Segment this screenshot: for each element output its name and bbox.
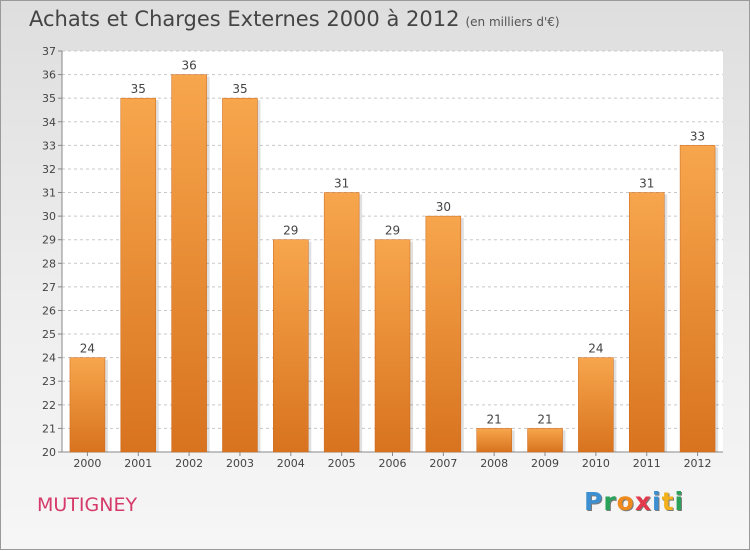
bar	[273, 239, 309, 453]
logo-letter: r	[603, 487, 617, 516]
x-tick-label: 2001	[124, 457, 152, 470]
bar-value-label: 31	[639, 177, 654, 191]
bar-value-label: 35	[232, 82, 247, 96]
y-tick-label: 20	[42, 446, 56, 459]
proxiti-logo: Proxiti	[584, 487, 684, 516]
bar	[69, 357, 106, 453]
y-tick-label: 29	[42, 234, 56, 247]
y-tick-label: 30	[42, 210, 56, 223]
y-tick-label: 28	[42, 257, 56, 270]
bar	[171, 74, 207, 453]
bar-value-label: 35	[131, 82, 146, 96]
y-tick-label: 36	[42, 69, 56, 82]
bar	[222, 97, 258, 453]
x-tick-label: 2010	[582, 457, 610, 470]
y-tick-label: 34	[42, 116, 56, 129]
x-tick-label: 2009	[531, 457, 559, 470]
x-tick-label: 2011	[633, 457, 661, 470]
y-tick-label: 35	[42, 92, 56, 105]
x-tick-label: 2000	[73, 457, 101, 470]
x-tick-label: 2005	[328, 457, 356, 470]
bar	[628, 192, 665, 453]
y-tick-label: 26	[42, 304, 56, 317]
bar	[120, 97, 157, 453]
y-tick-label: 31	[42, 187, 56, 200]
logo-letter: o	[616, 487, 635, 516]
y-tick-label: 22	[42, 399, 56, 412]
bar	[679, 145, 716, 453]
bar-value-label: 29	[283, 224, 298, 238]
logo-letter: t	[661, 487, 675, 516]
bar-value-label: 30	[436, 200, 451, 214]
x-tick-label: 2008	[480, 457, 508, 470]
logo-letter: P	[584, 487, 604, 516]
bar	[476, 428, 512, 453]
bar-value-label: 21	[537, 412, 552, 426]
x-tick-label: 2006	[379, 457, 407, 470]
x-tick-label: 2002	[175, 457, 203, 470]
logo-letter: i	[652, 487, 662, 516]
logo-letter: i	[674, 487, 685, 516]
bar	[323, 192, 360, 453]
bar	[425, 215, 462, 453]
y-tick-label: 25	[42, 328, 56, 341]
city-name: MUTIGNEY	[37, 494, 138, 516]
y-tick-label: 27	[42, 281, 56, 294]
bar	[527, 428, 563, 453]
bar-value-label: 24	[588, 342, 603, 356]
bar-value-label: 21	[487, 412, 502, 426]
bar	[578, 357, 614, 453]
bar-value-label: 31	[334, 177, 349, 191]
y-tick-label: 23	[42, 375, 56, 388]
chart-title-text: Achats et Charges Externes 2000 à 2012	[29, 7, 460, 31]
logo-letter: x	[634, 487, 652, 516]
bar	[374, 239, 411, 453]
x-tick-label: 2007	[429, 457, 457, 470]
y-tick-label: 33	[42, 139, 56, 152]
x-tick-label: 2012	[684, 457, 712, 470]
y-tick-label: 21	[42, 422, 56, 435]
chart-title: Achats et Charges Externes 2000 à 2012 (e…	[29, 7, 560, 31]
bar-value-label: 29	[385, 224, 400, 238]
y-tick-label: 37	[42, 45, 56, 58]
x-tick-label: 2004	[277, 457, 305, 470]
x-tick-label: 2003	[226, 457, 254, 470]
bar-value-label: 24	[80, 342, 95, 356]
bar-value-label: 33	[690, 129, 705, 143]
bar-value-label: 36	[181, 59, 196, 73]
y-tick-label: 24	[42, 352, 56, 365]
y-tick-label: 32	[42, 163, 56, 176]
chart-unit: (en milliers d'€)	[465, 15, 560, 29]
